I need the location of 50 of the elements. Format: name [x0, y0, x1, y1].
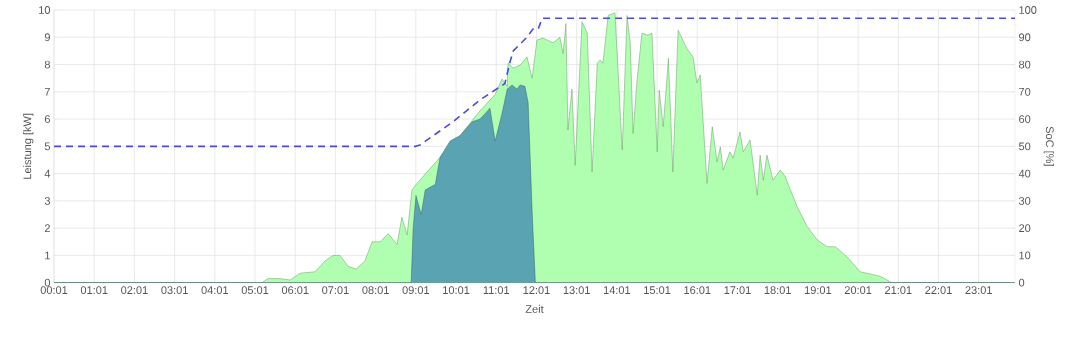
y-tick-label: 8 [44, 60, 50, 69]
x-tick-label: 21:01 [885, 286, 912, 295]
y-tick-label: 6 [44, 115, 50, 123]
y-tick-label: 3 [44, 196, 50, 205]
x-tick-label: 11:01 [483, 286, 510, 295]
y-tick-label: 7 [44, 88, 50, 96]
y-tick-label: 4 [44, 169, 51, 178]
x-tick-label: 03:01 [161, 286, 188, 295]
y-tick-label: 1 [45, 251, 50, 260]
x-tick-label: 18:01 [764, 286, 791, 295]
y2-tick-label: 0 [1018, 278, 1025, 287]
x-tick-label: 05:01 [241, 286, 269, 295]
y2-tick-label: 70 [1019, 87, 1031, 96]
y2-tick-label: 100 [1019, 6, 1037, 14]
x-axis-title: Zeit [525, 304, 544, 313]
y-tick-label: 5 [44, 142, 51, 151]
y-axis-title: Leistung [kW] [23, 113, 34, 179]
x-tick-label: 00:01 [40, 286, 68, 295]
x-tick-label: 20:01 [844, 286, 872, 295]
line-series [54, 17, 1016, 148]
y-tick-label: 9 [44, 33, 50, 42]
x-tick-label: 10:01 [443, 286, 470, 295]
x-tick-label: 04:01 [201, 286, 229, 295]
x-tick-label: 15:01 [644, 286, 671, 295]
x-tick-label: 01:01 [80, 286, 108, 295]
y2-tick-label: 30 [1018, 196, 1031, 205]
x-tick-label: 08:01 [362, 286, 389, 295]
x-tick-label: 09:01 [402, 286, 430, 295]
y-tick-label: 0 [44, 278, 51, 287]
y2-tick-label: 90 [1019, 33, 1031, 42]
x-tick-label: 23:01 [965, 286, 992, 295]
y-tick-label: 2 [44, 224, 50, 232]
y2-tick-label: 40 [1018, 169, 1031, 178]
x-tick-label: 12:01 [523, 286, 550, 295]
y2-tick-label: 80 [1019, 60, 1031, 69]
y2-axis-title: SoC [%] [1043, 126, 1054, 166]
x-tick-label: 16:01 [684, 286, 711, 295]
y2-tick-label: 20 [1019, 224, 1031, 233]
x-tick-label: 19:01 [804, 286, 832, 295]
x-tick-label: 22:01 [925, 286, 952, 295]
y2-tick-label: 10 [1019, 251, 1031, 260]
x-tick-label: 07:01 [322, 286, 349, 295]
y2-tick-label: 50 [1018, 142, 1031, 151]
x-tick-label: 02:01 [121, 286, 148, 295]
y-tick-label: 10 [39, 6, 51, 14]
y2-tick-label: 60 [1019, 115, 1031, 123]
x-tick-label: 06:01 [281, 286, 309, 295]
x-tick-label: 17:01 [724, 286, 751, 295]
x-tick-label: 14:01 [603, 286, 631, 295]
x-tick-label: 13:01 [563, 286, 590, 295]
